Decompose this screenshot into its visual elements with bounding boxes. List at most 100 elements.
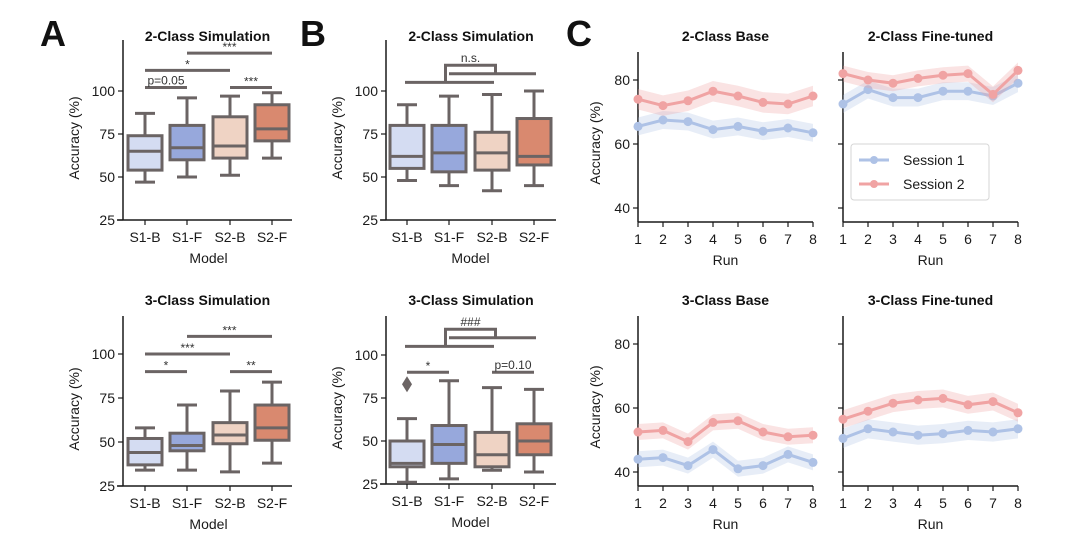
data-point — [658, 425, 668, 435]
x-tick-label: 1 — [839, 495, 847, 511]
subplot-title: 2-Class Simulation — [145, 28, 270, 44]
data-point — [758, 461, 768, 471]
x-axis-label: Run — [918, 516, 944, 532]
data-point — [888, 93, 898, 103]
data-point — [733, 121, 743, 131]
x-tick-label: S2-F — [519, 493, 549, 509]
panel-letter-c: C — [566, 13, 592, 54]
x-tick-label: 4 — [709, 495, 717, 511]
x-axis-label: Run — [713, 252, 739, 268]
panel-letter-a: A — [40, 13, 66, 54]
box-S2-F — [253, 91, 291, 160]
data-point — [633, 427, 643, 437]
data-point — [938, 70, 948, 80]
box-S1-B — [126, 111, 164, 184]
series-session-2 — [838, 62, 1023, 103]
data-point — [988, 89, 998, 99]
x-tick-label: 3 — [684, 231, 692, 247]
x-tick-label: S2-B — [476, 493, 507, 509]
significance-label: *** — [222, 40, 236, 54]
bracket-connector — [444, 63, 497, 83]
y-tick-label: 50 — [362, 433, 378, 449]
x-tick-label: S1-F — [434, 493, 464, 509]
y-tick-label: 75 — [362, 390, 378, 406]
x-axis-label: Model — [189, 516, 227, 532]
x-tick-label: 5 — [734, 495, 742, 511]
subplot-title: 3-Class Base — [682, 292, 769, 308]
x-tick-label: 3 — [889, 495, 897, 511]
y-tick-label: 25 — [99, 478, 115, 494]
x-tick-label: 7 — [784, 495, 792, 511]
x-tick-label: 5 — [734, 231, 742, 247]
box-iqr — [253, 403, 291, 442]
x-tick-label: 2 — [659, 495, 667, 511]
significance-label: p=0.05 — [147, 74, 184, 88]
x-axis-label: Model — [451, 250, 489, 266]
x-tick-label: 3 — [889, 231, 897, 247]
box-iqr — [211, 115, 249, 160]
data-point — [783, 432, 793, 442]
subplot-A-3class: 3-Class Simulation 25 50 75 100 Accuracy (%) S… — [66, 292, 292, 532]
y-tick-label: 25 — [362, 212, 378, 228]
x-tick-label: 2 — [659, 231, 667, 247]
x-tick-label: 7 — [989, 231, 997, 247]
significance-label: ** — [246, 359, 256, 373]
y-axis-label: Accuracy (%) — [329, 366, 345, 449]
significance-bracket: *** — [187, 40, 272, 55]
box-iqr — [253, 103, 291, 143]
y-tick-label: 40 — [614, 200, 630, 216]
legend-swatch-marker — [870, 156, 878, 164]
subplot-A-2class: 2-Class Simulation 25 50 75 100 Accuracy (%) S… — [66, 28, 292, 266]
x-tick-label: S2-B — [214, 229, 245, 245]
box-S1-F — [430, 94, 468, 188]
significance-bracket: p=0.10 — [492, 358, 534, 374]
x-tick-label: S2-F — [257, 495, 287, 511]
y-tick-label: 100 — [355, 83, 379, 99]
legend-frame — [850, 143, 990, 201]
series-session-1 — [838, 419, 1023, 448]
y-tick-label: 75 — [362, 126, 378, 142]
confidence-band — [843, 389, 1018, 429]
y-tick-label: 60 — [614, 400, 630, 416]
subplot-title: 2-Class Simulation — [408, 28, 533, 44]
x-tick-label: S1-B — [391, 493, 422, 509]
x-tick-label: 1 — [839, 231, 847, 247]
subplot-title: 2-Class Base — [682, 28, 769, 44]
significance-label: * — [185, 57, 190, 71]
data-point — [708, 445, 718, 455]
box-S2-B — [211, 94, 249, 177]
box-S2-F — [515, 89, 553, 188]
y-tick-label: 25 — [99, 212, 115, 228]
legend-label: Session 1 — [903, 152, 965, 168]
x-axis-label: Model — [189, 250, 227, 266]
data-point — [913, 395, 923, 405]
data-point — [758, 427, 768, 437]
data-point — [783, 99, 793, 109]
x-tick-label: 4 — [914, 231, 922, 247]
data-point — [963, 400, 973, 410]
box-S2-B — [473, 386, 511, 472]
data-point — [938, 429, 948, 439]
significance-bracket: *** — [187, 323, 272, 338]
data-point — [913, 73, 923, 83]
data-point — [863, 75, 873, 85]
subplot-B-3class: 3-Class Simulation 25 50 75 100 Accuracy (%) S… — [329, 292, 556, 530]
data-point — [1013, 424, 1023, 434]
data-point — [708, 86, 718, 96]
box-iqr — [168, 123, 206, 162]
data-point — [683, 96, 693, 106]
data-point — [913, 93, 923, 103]
box-S2-B — [473, 92, 511, 193]
data-point — [633, 94, 643, 104]
significance-bracket: * — [145, 359, 187, 374]
x-tick-label: 6 — [759, 231, 767, 247]
subplot-C-3class-finetuned: 3-Class Fine-tuned 1 2 3 4 5 6 7 8 Run — [838, 292, 1023, 532]
y-tick-label: 100 — [92, 83, 116, 99]
x-tick-label: 3 — [684, 495, 692, 511]
x-tick-label: 7 — [989, 495, 997, 511]
data-point — [838, 414, 848, 424]
data-point — [808, 128, 818, 138]
significance-label: * — [426, 359, 431, 373]
data-point — [838, 99, 848, 109]
